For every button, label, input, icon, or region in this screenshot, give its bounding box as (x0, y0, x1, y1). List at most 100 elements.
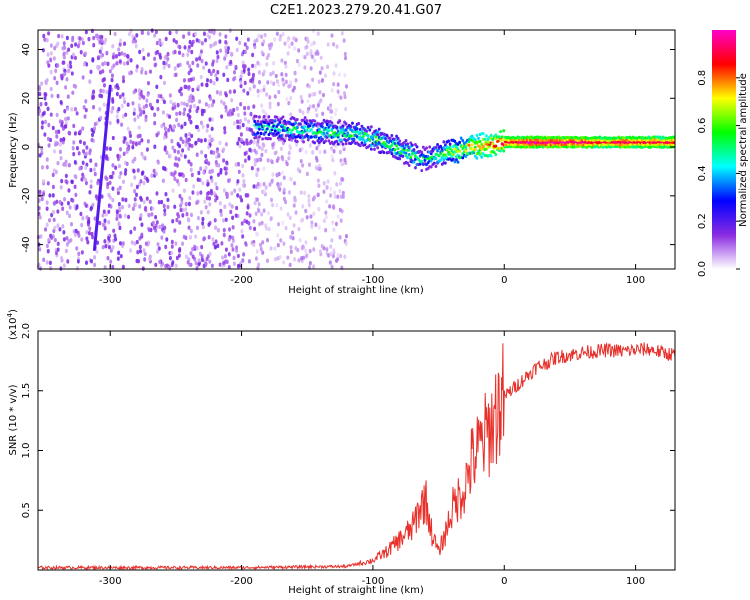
spectrogram-noise-dot (264, 185, 268, 190)
spectrogram-noise-dot (172, 38, 176, 43)
spectrogram-noise-dot (341, 190, 345, 196)
spectrogram-noise-dot (294, 210, 298, 215)
spectrogram-noise-dot (299, 190, 303, 195)
spectrogram-noise-dot (123, 136, 127, 141)
spectrogram-noise-dot (216, 54, 220, 60)
spectrogram-ridge-point (289, 131, 293, 135)
spectrogram-noise-dot (235, 245, 239, 250)
spectrogram-noise-dot (236, 179, 240, 184)
spectrogram-ridge-point (349, 125, 353, 129)
spectrogram-noise-dot (232, 107, 236, 113)
spectrogram-noise-dot (216, 70, 220, 75)
spectrogram-noise-dot (222, 188, 226, 193)
spectrogram-noise-dot (69, 64, 73, 69)
spectrogram-ridge-point (464, 149, 468, 153)
spectrogram-ridge-point (313, 119, 317, 123)
spectrogram-noise-dot (225, 194, 229, 200)
spectrogram-noise-dot (64, 248, 68, 254)
snr-panel: -300 -200 -100 0 100 0.51.01.52.0 Height of … (6, 309, 676, 596)
spectrogram-ridge-point (376, 146, 380, 150)
spectrogram-ridge-point (262, 114, 266, 119)
spectrogram-noise-dot (46, 106, 50, 112)
spectrogram-noise-dot (260, 212, 264, 217)
spectrogram-noise-dot (117, 206, 121, 211)
spectrogram-noise-dot (191, 60, 195, 66)
spectrogram-ridge-point (295, 140, 299, 144)
spectrogram-ridge-point (360, 124, 364, 128)
spectrogram-noise-dot (214, 239, 218, 244)
spectrogram-ridge-point (371, 137, 375, 141)
spectrogram-noise-dot (243, 117, 247, 122)
spectrogram-noise-dot (129, 139, 133, 144)
spectrogram-noise-dot (343, 254, 347, 259)
spectrogram-noise-dot (120, 51, 124, 56)
spectrogram-noise-dot (306, 39, 310, 44)
spectrogram-noise-dot (66, 63, 70, 69)
spectrogram-noise-dot (247, 259, 251, 264)
spectrogram-noise-dot (212, 150, 216, 156)
spectrogram-noise-dot (312, 247, 316, 252)
spectrogram-noise-dot (43, 92, 47, 97)
spectrogram-noise-dot (305, 215, 309, 220)
spectrogram-noise-dot (239, 195, 243, 200)
spectrogram-noise-dot (192, 184, 196, 189)
spectrogram-noise-dot (157, 200, 161, 205)
spectrogram-noise-dot (319, 55, 323, 60)
spectrogram-noise-dot (44, 119, 48, 125)
spectrogram-noise-dot (125, 53, 129, 59)
spectrogram-noise-dot (212, 81, 216, 86)
snr-x-axis: -300 -200 -100 0 100 (99, 331, 645, 587)
spectrogram-noise-dot (294, 246, 298, 251)
spectrogram-noise-dot (80, 222, 84, 228)
spectrogram-noise-dot (243, 42, 247, 47)
spectrogram-noise-dot (47, 122, 51, 128)
spectrogram-noise-dot (162, 99, 166, 105)
spectrogram-noise-dot (202, 236, 206, 242)
spectrogram-noise-dot (132, 169, 136, 174)
spectrogram-ridge-point (414, 166, 417, 170)
spectrogram-ridge-point (264, 118, 268, 122)
spectrogram-noise-dot (268, 95, 272, 100)
spectrogram-noise-dot (43, 132, 47, 137)
spectrogram-ridge-point (377, 127, 381, 131)
spectrogram-noise-dot (126, 102, 130, 107)
spectrogram-noise-dot (117, 52, 121, 57)
spectrogram-ridge-point (453, 160, 457, 164)
spectrogram-noise-dot (135, 184, 139, 190)
spectrogram-noise-dot (121, 241, 125, 246)
spectrogram-noise-dot (240, 221, 244, 226)
spectrogram-noise-dot (187, 31, 191, 36)
spectrogram-noise-dot (39, 102, 43, 107)
spectrogram-noise-dot (99, 54, 103, 59)
spectrogram-noise-dot (119, 38, 123, 43)
spectrogram-noise-dot (116, 118, 120, 124)
spectrogram-noise-dot (200, 49, 204, 54)
spectrogram-noise-dot (107, 219, 111, 225)
spectrogram-ridge-point (404, 139, 408, 143)
spectrogram-noise-dot (223, 166, 227, 171)
spectrogram-ridge-point (458, 140, 462, 144)
spectrogram-noise-dot (163, 211, 167, 217)
spectrogram-noise-dot (110, 109, 114, 114)
spectrogram-noise-dot (48, 193, 52, 198)
spectrogram-ridge-point (420, 159, 424, 163)
spectrogram-noise-dot (72, 140, 76, 145)
spectrogram-noise-dot (94, 162, 98, 167)
spectrogram-noise-dot (100, 194, 104, 199)
spectrogram-noise-dot (105, 146, 109, 151)
spectrogram-noise-dot (215, 58, 219, 64)
spectrogram-noise-dot (233, 188, 237, 193)
spectrogram-ridge-point (310, 135, 313, 139)
spectrogram-noise-dot (93, 121, 97, 127)
spectrogram-y-label: Frequency (Hz) (8, 112, 19, 188)
spectrogram-noise-dot (81, 126, 85, 131)
spectrogram-noise-dot (140, 222, 144, 227)
spectrogram-ridge-point (398, 139, 402, 143)
spectrogram-noise-dot (173, 176, 177, 182)
spectrogram-noise-dot (339, 95, 343, 100)
spectrogram-noise-dot (118, 213, 122, 219)
spectrogram-noise-dot (88, 150, 92, 156)
spectrogram-noise-dot (170, 138, 174, 144)
spectrogram-noise-dot (210, 178, 214, 183)
spectrogram-noise-dot (131, 39, 135, 44)
